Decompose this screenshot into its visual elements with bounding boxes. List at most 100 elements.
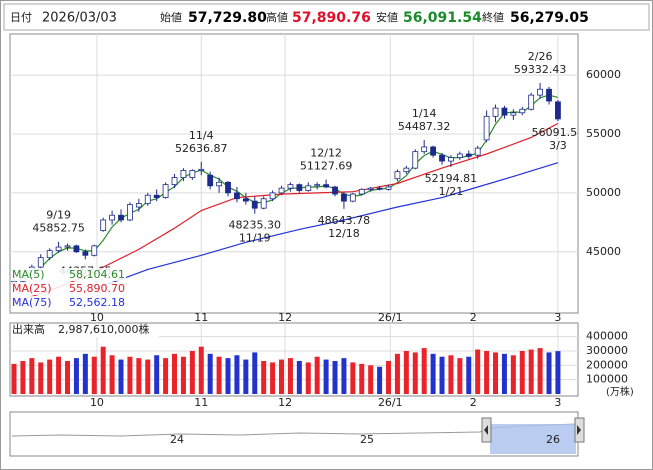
x-tick-label: 2 xyxy=(470,396,477,409)
volume-bar xyxy=(243,359,249,394)
candle-body xyxy=(367,187,374,190)
candle-body xyxy=(483,115,490,141)
legend-value: 58,104.61 xyxy=(69,268,125,281)
header-label: 終値 xyxy=(482,10,504,24)
candle-body xyxy=(376,187,383,190)
volume-bar xyxy=(421,348,427,394)
annotation-date: 2/26 xyxy=(528,50,553,63)
legend-box xyxy=(11,296,126,309)
volume-bar xyxy=(332,361,338,394)
y-tick-label: 400000 xyxy=(586,330,628,343)
annotation-value: 52194.81 xyxy=(425,172,478,185)
x-tick-label: 12 xyxy=(278,396,292,409)
annotation-date: 9/19 xyxy=(46,209,71,222)
volume-bar xyxy=(287,358,293,394)
volume-bar xyxy=(323,359,329,394)
x-tick-label: 12 xyxy=(278,311,292,324)
arrow-left xyxy=(484,425,488,435)
candle-body xyxy=(189,170,196,178)
candle-body xyxy=(501,107,508,116)
y-tick-label: 200000 xyxy=(586,358,628,371)
annotation-value: 45852.75 xyxy=(32,222,85,235)
candle-body xyxy=(198,168,205,171)
x-tick-label: 2 xyxy=(470,311,477,324)
candle-body xyxy=(216,181,222,187)
candle-body xyxy=(341,193,347,202)
candle-body xyxy=(332,186,338,195)
candle-body xyxy=(234,192,240,200)
volume-bar xyxy=(47,359,53,394)
candle-body xyxy=(430,146,437,156)
candle-body xyxy=(207,174,214,187)
header-value: 56,091.54 xyxy=(403,10,482,26)
candle-body xyxy=(109,214,115,221)
candle-body xyxy=(242,198,249,202)
legend-box xyxy=(11,282,126,295)
annotation-date: 1/14 xyxy=(412,107,437,120)
volume-bar xyxy=(368,365,374,394)
volume-bar xyxy=(412,352,418,394)
date: 2026/03/03 xyxy=(42,11,117,26)
volume-bar xyxy=(484,350,490,394)
volume-bar xyxy=(555,351,561,394)
volume-bar xyxy=(56,356,62,394)
x-tick-label: 11 xyxy=(194,311,208,324)
volume-bar xyxy=(394,353,400,394)
candle-body xyxy=(287,184,294,189)
volume-bar xyxy=(100,346,106,394)
candle-body xyxy=(412,151,419,169)
candle-body xyxy=(153,194,160,198)
candle-body xyxy=(100,219,107,231)
candle-body xyxy=(546,88,552,102)
annotation-value: 59332.43 xyxy=(514,63,567,76)
volume-bar xyxy=(172,353,178,394)
volume-bar xyxy=(118,359,124,394)
header: 日付 2026/03/03 始値 57,729.80 高値 57,890.76 安値 56… xyxy=(3,3,650,31)
navigator-label: 26 xyxy=(546,433,560,446)
volume-bar xyxy=(189,350,195,394)
legend-name: MA(25) xyxy=(12,282,52,295)
candle-body xyxy=(323,184,330,188)
header-label: 始値 xyxy=(160,10,182,24)
candle-body xyxy=(474,147,481,156)
volume-bar xyxy=(296,361,302,394)
candle-body xyxy=(537,88,544,96)
candle-body xyxy=(305,185,312,191)
volume-total: 2,987,610,000株 xyxy=(58,322,149,336)
candle-body xyxy=(55,246,62,251)
candle-body xyxy=(269,192,276,200)
navigator: 24 25 26 xyxy=(9,411,585,457)
candle-body xyxy=(64,245,71,248)
x-tick-label: 10 xyxy=(90,311,104,324)
header-value: 57,890.76 xyxy=(292,10,371,26)
x-tick-label: 3 xyxy=(554,396,561,409)
volume-bar xyxy=(207,353,213,394)
volume-bar xyxy=(546,352,552,394)
volume-bar xyxy=(466,356,472,394)
volume-bar xyxy=(38,362,44,394)
volume-bar xyxy=(65,361,71,394)
y-tick-label: 300000 xyxy=(586,344,628,357)
volume-bar xyxy=(29,358,35,394)
candle-body xyxy=(82,251,89,256)
candle-body xyxy=(91,245,98,256)
candle-body xyxy=(349,193,356,202)
annotation-date: 12/18 xyxy=(328,227,360,240)
annotation-value: 54487.32 xyxy=(398,120,451,133)
legend-name: MA(75) xyxy=(12,296,52,309)
volume-bar xyxy=(493,352,499,394)
candle-body xyxy=(37,257,44,268)
volume-bar xyxy=(198,346,204,394)
volume-bar xyxy=(91,356,97,394)
legend-value: 52,562.18 xyxy=(69,296,125,309)
header-label: 安値 xyxy=(376,10,398,24)
volume-bar xyxy=(537,348,543,394)
volume-bar xyxy=(501,353,507,394)
candle-body xyxy=(421,146,428,153)
legend-value: 55,890.70 xyxy=(69,282,125,295)
candle-body xyxy=(510,112,517,116)
navigator-selection[interactable] xyxy=(490,424,576,454)
ma-line xyxy=(102,162,559,287)
volume-bar xyxy=(377,366,383,394)
volume-bar xyxy=(386,361,392,394)
